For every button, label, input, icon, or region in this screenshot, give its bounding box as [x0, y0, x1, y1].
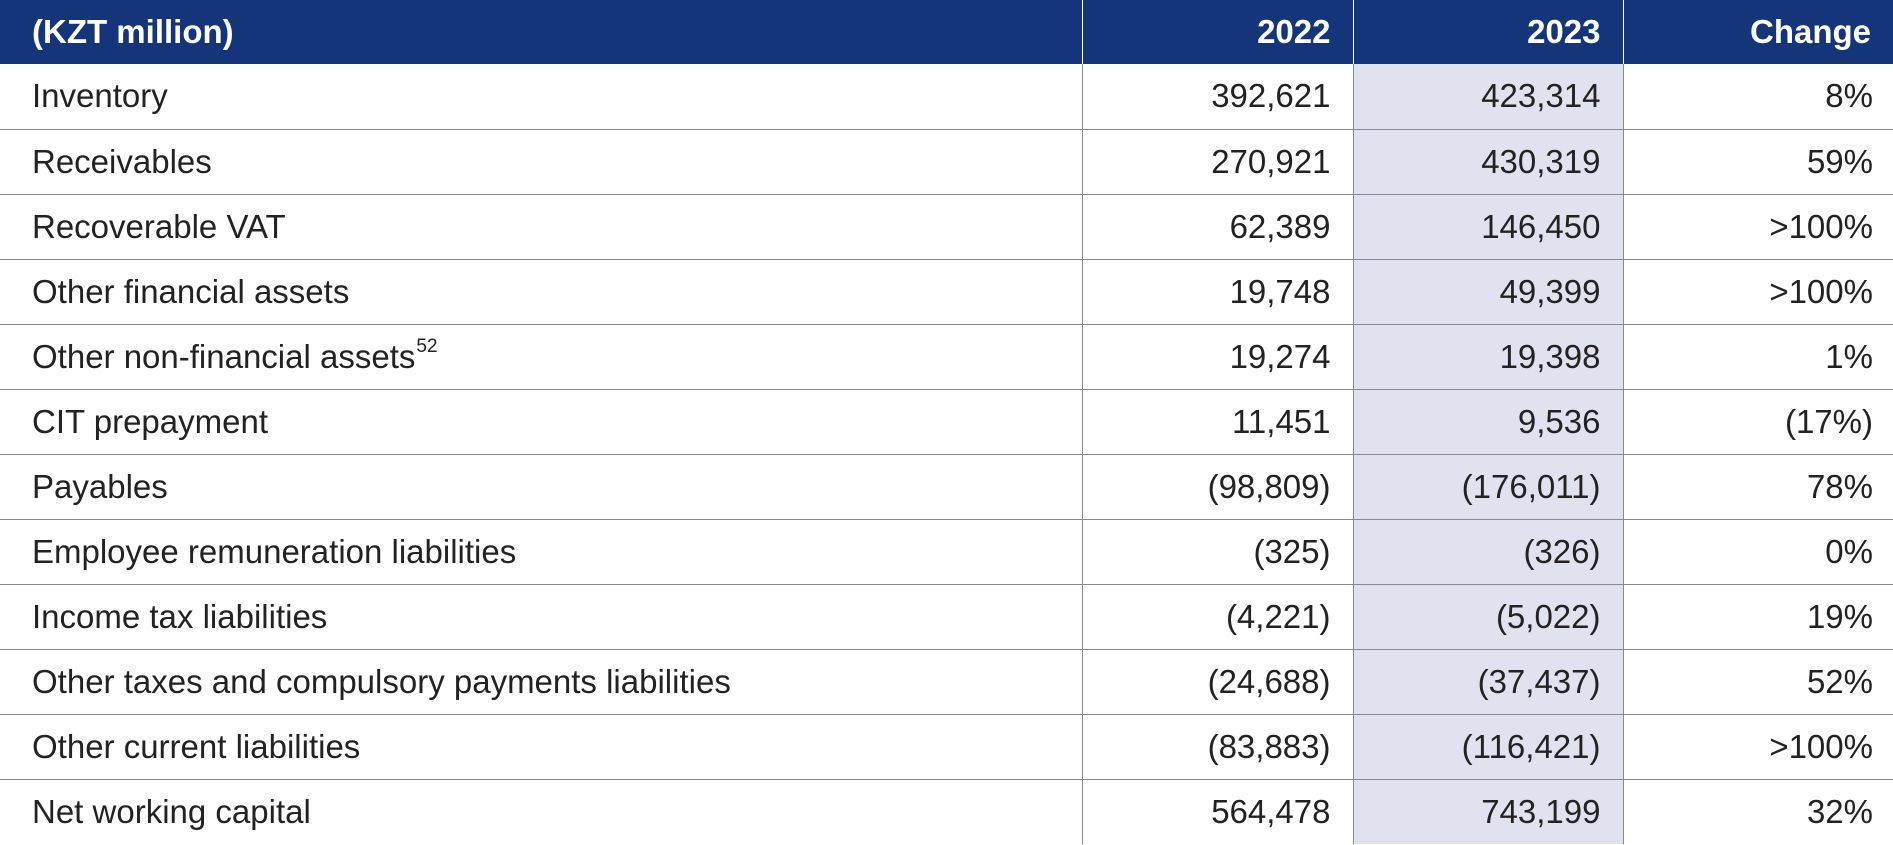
- change-cell: 19%: [1623, 584, 1893, 650]
- change-cell: 59%: [1623, 129, 1893, 195]
- value-2022-cell: (325): [1082, 519, 1354, 585]
- table-row: Other current liabilities (83,883) (116,42…: [0, 714, 1893, 780]
- row-label: Employee remuneration liabilities: [32, 532, 517, 570]
- row-label-cell: Net working capital: [0, 779, 1083, 844]
- value-2022-cell: 19,748: [1082, 259, 1354, 325]
- value-2023-cell: 146,450: [1353, 194, 1624, 260]
- value-2022-cell: 392,621: [1082, 64, 1354, 130]
- value-2023-cell: (37,437): [1353, 649, 1624, 715]
- change-cell: 0%: [1623, 519, 1893, 585]
- value-2023-cell: 743,199: [1353, 779, 1624, 844]
- table-row: Income tax liabilities (4,221) (5,022) 19%: [0, 584, 1893, 650]
- table-row: Recoverable VAT 62,389 146,450 >100%: [0, 194, 1893, 260]
- value-2022-cell: 564,478: [1082, 779, 1354, 844]
- row-label-cell: Other financial assets: [0, 259, 1083, 325]
- value-2023-cell: 19,398: [1353, 324, 1624, 390]
- value-2023-cell: 423,314: [1353, 64, 1624, 130]
- table-row: Inventory 392,621 423,314 8%: [0, 64, 1893, 130]
- value-2022-cell: (83,883): [1082, 714, 1354, 780]
- header-unit-label: (KZT million): [0, 0, 1083, 64]
- row-label: Other taxes and compulsory payments liab…: [32, 662, 731, 700]
- value-2022-cell: (24,688): [1082, 649, 1354, 715]
- header-change: Change: [1623, 0, 1893, 64]
- change-cell: 52%: [1623, 649, 1893, 715]
- value-2023-cell: 9,536: [1353, 389, 1624, 455]
- table-row: Other taxes and compulsory payments liab…: [0, 649, 1893, 715]
- change-cell: 32%: [1806, 792, 1873, 830]
- value-2023-cell: 49,399: [1353, 259, 1624, 325]
- row-label: Receivables: [32, 142, 212, 180]
- row-label: Net working capital: [32, 792, 311, 830]
- value-2022-cell: 19,274: [1082, 324, 1354, 390]
- row-label-cell: CIT prepayment: [0, 389, 1083, 455]
- value-2023-cell: 430,319: [1353, 129, 1624, 195]
- value-2023-cell: (5,022): [1353, 584, 1624, 650]
- change-cell: 78%: [1623, 454, 1893, 520]
- row-label: Inventory: [32, 77, 168, 115]
- row-label-cell: Employee remuneration liabilities: [0, 519, 1083, 585]
- row-label-cell: Income tax liabilities: [0, 584, 1083, 650]
- value-2022-cell: 270,921: [1082, 129, 1354, 195]
- change-cell: >100%: [1623, 259, 1893, 325]
- value-2022-cell: (4,221): [1082, 584, 1354, 650]
- header-2023: 2023: [1353, 0, 1624, 64]
- row-label: Other current liabilities: [32, 727, 361, 765]
- value-2022-cell: 11,451: [1082, 389, 1354, 455]
- row-label-cell: Payables: [0, 454, 1083, 520]
- row-label: Other financial assets: [32, 272, 350, 310]
- table-row: CIT prepayment 11,451 9,536 (17%): [0, 389, 1893, 455]
- row-label: Income tax liabilities: [32, 597, 328, 635]
- table-row: Employee remuneration liabilities (325) (3…: [0, 519, 1893, 585]
- table-header-row: (KZT million) 2022 2023 Change: [0, 0, 1893, 64]
- change-cell: >100%: [1623, 194, 1893, 260]
- row-label: CIT prepayment: [32, 402, 268, 440]
- header-2022: 2022: [1082, 0, 1354, 64]
- row-label-cell: Inventory: [0, 64, 1083, 130]
- value-2022-cell: (98,809): [1082, 454, 1354, 520]
- row-label: Recoverable VAT: [32, 207, 286, 245]
- row-label-cell: Other current liabilities: [0, 714, 1083, 780]
- table-row: Other non-financial assets52 19,274 19,398…: [0, 324, 1893, 390]
- row-label: Other non-financial assets: [32, 337, 416, 375]
- table-body: Inventory 392,621 423,314 8% Receivables 270,…: [0, 64, 1893, 844]
- row-label-cell: Other non-financial assets52: [0, 324, 1083, 390]
- change-cell: 1%: [1623, 324, 1893, 390]
- table-row: Other financial assets 19,748 49,399 >100%: [0, 259, 1893, 325]
- row-label-cell: Other taxes and compulsory payments liab…: [0, 649, 1083, 715]
- table-row: Net working capital 564,478 743,199 32%: [0, 779, 1893, 844]
- row-label-cell: Recoverable VAT: [0, 194, 1083, 260]
- row-label: Payables: [32, 467, 168, 505]
- footnote-marker: 52: [416, 335, 438, 357]
- value-2023-cell: (326): [1353, 519, 1624, 585]
- value-2023-cell: (176,011): [1353, 454, 1624, 520]
- value-2022-cell: 62,389: [1082, 194, 1354, 260]
- table-row: Receivables 270,921 430,319 59%: [0, 129, 1893, 195]
- table-row: Payables (98,809) (176,011) 78%: [0, 454, 1893, 520]
- row-label-cell: Receivables: [0, 129, 1083, 195]
- change-cell: 8%: [1623, 64, 1893, 130]
- change-cell: (17%): [1623, 389, 1893, 455]
- value-2023-cell: (116,421): [1353, 714, 1624, 780]
- change-cell: >100%: [1623, 714, 1893, 780]
